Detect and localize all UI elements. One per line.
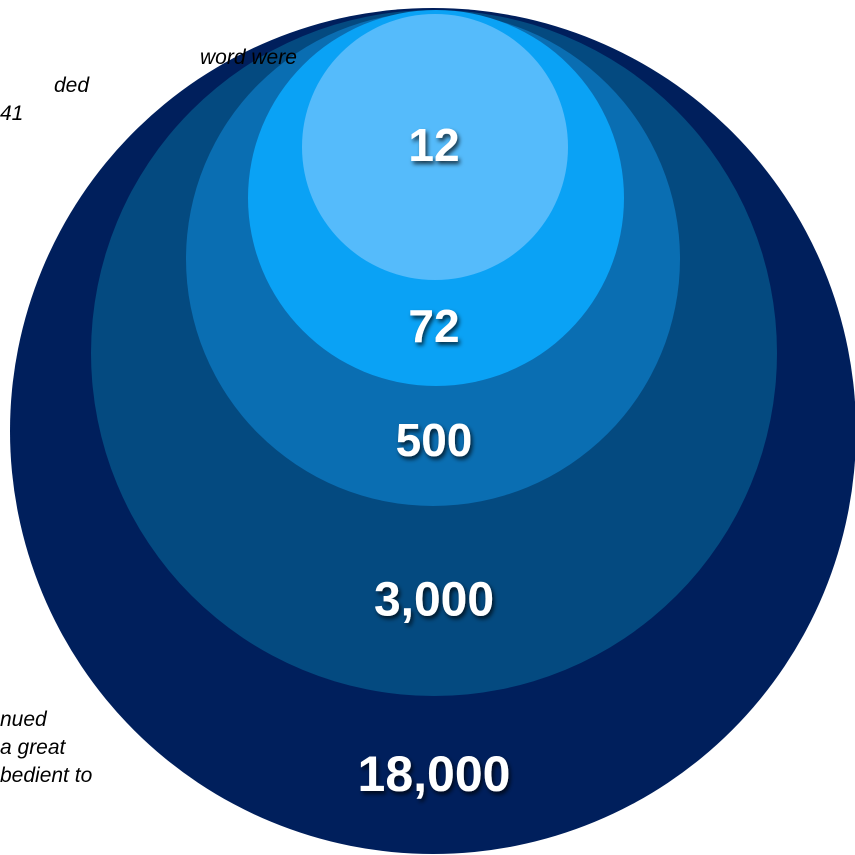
side-note-bottom-line-3: bedient to [0,764,93,787]
ring-label-3000: 3,000 [374,574,494,627]
ring-label-12: 12 [408,119,459,171]
side-note-top-line-1: word were [200,46,297,69]
ring-label-18000: 18,000 [358,746,511,802]
side-note-bottom: nued a great bedient to [0,706,92,790]
side-note-bottom-line-1: nued [0,708,47,731]
side-note-top: word were ded 41 [0,44,297,128]
side-note-top-line-2: ded [54,74,90,97]
ring-12 [302,14,568,280]
side-note-bottom-line-2: a great [0,736,66,759]
ring-label-72: 72 [408,300,459,352]
ring-label-500: 500 [396,414,473,466]
side-note-top-line-3: 41 [0,102,24,125]
